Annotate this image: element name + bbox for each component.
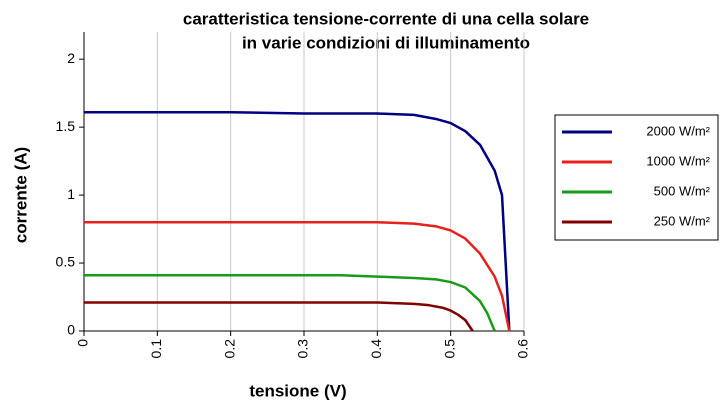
x-tick-label: 0.2 [221,339,237,359]
y-axis-label: corrente (A) [11,147,30,243]
series-line [84,301,474,332]
y-tick-label: 1.5 [56,118,76,134]
legend-text: 250 W/m² [654,213,711,228]
x-tick-label: 0.3 [295,339,311,359]
legend-box [554,114,719,241]
series-line [84,221,511,332]
legend-text: 1000 W/m² [646,153,710,168]
legend-text: 500 W/m² [654,183,711,198]
series-line [84,274,496,332]
y-tick-label: 1 [67,186,75,202]
x-tick-label: 0.1 [148,339,164,359]
y-tick-label: 0.5 [56,254,76,270]
y-tick-label: 0 [67,322,75,338]
x-tick-label: 0 [75,339,91,347]
legend-text: 2000 W/m² [646,123,710,138]
x-tick-label: 0.5 [441,339,457,359]
series-line [84,110,511,332]
x-tick-label: 0.4 [368,339,384,359]
x-tick-label: 0.6 [515,339,531,359]
chart-title: caratteristica tensione-corrente di una … [183,9,589,28]
x-axis-label: tensione (V) [249,381,346,400]
y-tick-label: 2 [67,50,75,66]
chart-title: in varie condizioni di illuminamento [242,33,530,52]
